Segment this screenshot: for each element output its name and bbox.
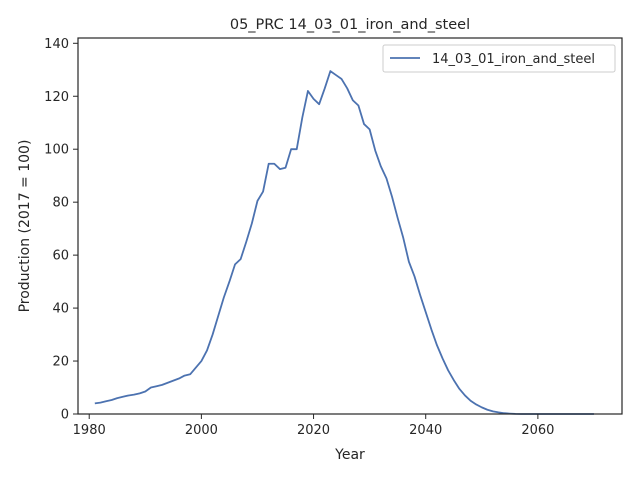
y-tick-label: 140 [44, 37, 69, 52]
x-axis-ticks: 1980 2000 2020 2040 2060 [73, 414, 554, 438]
x-axis-label: Year [334, 447, 365, 463]
y-tick-label: 40 [52, 302, 69, 317]
x-tick-label: 2040 [409, 423, 442, 438]
legend-box [382, 44, 616, 73]
y-tick-label: 120 [44, 90, 69, 105]
series-line [94, 70, 594, 415]
x-tick-label: 2020 [297, 423, 330, 438]
legend-label: 14_03_01_iron_and_steel [432, 52, 595, 67]
axes-frame [77, 37, 623, 415]
y-axis-label: Production (2017 = 100) [17, 140, 33, 313]
chart-title: 05_PRC 14_03_01_iron_and_steel [230, 17, 470, 33]
y-tick-label: 60 [52, 249, 69, 264]
plot-area [77, 37, 623, 415]
legend: 14_03_01_iron_and_steel [382, 44, 616, 73]
y-tick-label: 100 [44, 143, 69, 158]
x-tick-label: 2060 [521, 423, 554, 438]
y-tick-label: 0 [61, 408, 69, 423]
x-tick-label: 2000 [185, 423, 218, 438]
y-tick-label: 20 [52, 355, 69, 370]
y-axis-ticks: 0 20 40 60 80 100 120 140 [44, 37, 78, 423]
y-tick-label: 80 [52, 196, 69, 211]
x-tick-label: 1980 [73, 423, 106, 438]
